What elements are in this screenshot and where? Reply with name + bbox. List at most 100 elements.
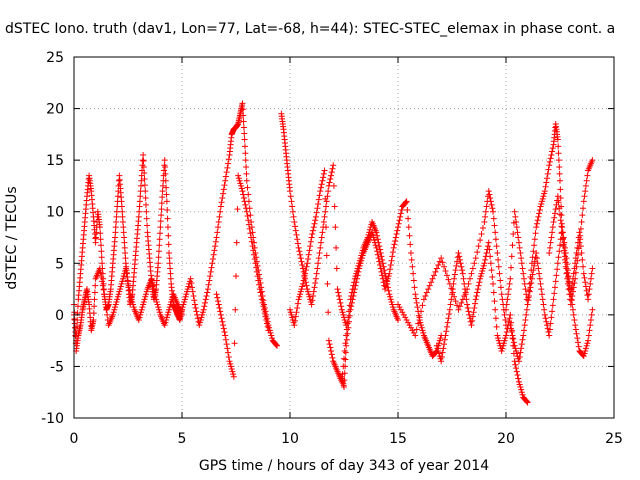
data-point [326,179,333,186]
data-point [436,350,443,357]
data-point [130,301,137,308]
data-point [508,264,515,271]
data-point [438,255,445,262]
data-point [96,265,103,272]
data-point [356,262,363,269]
data-point [268,332,275,339]
data-point [219,194,226,201]
data-point [157,218,164,225]
data-point [163,191,170,198]
data-point [492,236,499,243]
data-point [122,265,129,272]
data-point [229,368,236,375]
data-point [509,242,516,249]
data-point [166,304,173,311]
data-point [224,164,231,171]
data-point [456,256,463,263]
data-point [550,296,557,303]
data-point [135,317,142,324]
data-point [240,112,247,119]
data-point [287,188,293,195]
data-point [569,275,576,282]
data-point [183,291,190,298]
data-point [319,229,326,236]
data-point [508,329,515,336]
data-point [260,297,267,304]
data-point [123,269,130,276]
data-point [552,206,559,213]
data-point [387,266,394,273]
data-point [585,296,592,303]
data-point [263,317,270,324]
data-point [240,118,247,125]
data-point [153,296,160,303]
data-point [155,260,162,267]
data-point [97,236,104,243]
series-9 [503,121,596,313]
data-point [586,286,593,293]
data-point [515,375,522,382]
data-point [234,206,241,213]
data-point [354,272,361,279]
data-point [338,306,345,313]
data-point [137,182,144,189]
data-point [495,335,502,342]
data-point [467,318,474,325]
data-point [296,293,303,300]
data-point [212,243,219,250]
data-point [528,280,535,287]
data-point [99,260,106,267]
data-point [266,324,273,331]
data-point [197,319,203,326]
data-point [580,263,587,270]
y-tick-label: -10 [41,411,64,427]
data-point [119,278,126,285]
data-point [218,199,225,206]
data-point [533,249,540,256]
data-point [238,182,245,189]
data-point [530,267,537,274]
data-point [524,301,531,308]
data-point [521,275,527,282]
data-point [179,304,186,311]
data-point [167,275,174,282]
data-point [103,306,110,313]
data-point [101,296,108,303]
data-point [571,317,578,324]
data-point [453,262,460,269]
data-point [242,201,249,208]
data-point [446,306,453,313]
data-point [263,320,270,327]
data-point [292,223,299,230]
data-point [501,337,508,344]
data-point [444,319,451,326]
data-point [225,349,232,356]
data-point [337,299,344,306]
data-point [588,311,595,318]
data-point [464,304,471,311]
data-point [419,327,426,334]
data-point [582,279,589,286]
data-point [120,229,127,236]
data-point [523,311,530,318]
data-point [330,162,337,169]
data-point [274,342,281,349]
data-point [556,170,563,177]
data-point [313,270,320,277]
data-point [572,255,579,262]
data-point [239,188,246,195]
data-point [588,270,595,277]
data-point [490,289,497,296]
data-point [227,360,234,367]
data-point [301,274,308,281]
data-point [299,280,306,287]
data-point [471,304,478,311]
data-point [225,156,232,163]
data-point [294,304,301,311]
data-point [526,280,533,287]
data-point [99,282,106,289]
data-point [92,282,99,289]
data-point [197,317,204,324]
data-point [151,289,158,296]
data-point [447,301,454,308]
